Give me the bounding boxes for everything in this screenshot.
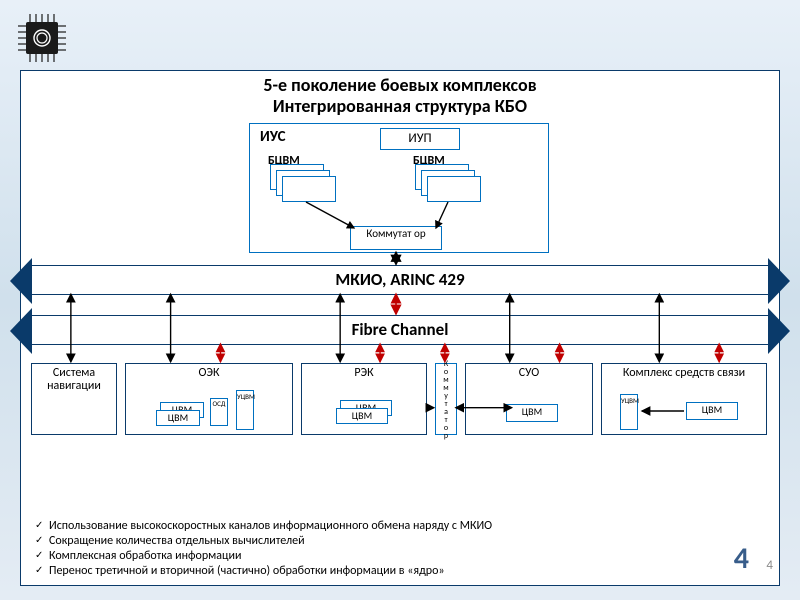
page-number-small: 4 — [766, 558, 773, 573]
iup-box: ИУП — [380, 128, 460, 150]
module-rek: РЭК ЦВМ ЦВМ — [301, 363, 427, 435]
bullet-item: Использование высокоскоростных каналов и… — [35, 519, 699, 534]
module-nav: Система навигации — [31, 363, 117, 435]
bus-fibre: Fibre Channel — [31, 315, 769, 345]
ius-label: ИУС — [260, 128, 286, 146]
bcvm-stack-1: БЦВМ — [270, 164, 336, 202]
module-oek: ОЭК ЦВМ ЦВМ ОСД УЦВМ — [125, 363, 293, 435]
bcvm-stack-2: БЦВМ — [415, 164, 481, 202]
commutator-vertical: Коммутатор — [435, 363, 457, 435]
ius-block: ИУС ИУП БЦВМ БЦВМ Коммутат ор — [249, 123, 549, 253]
bullet-list: Использование высокоскоростных каналов и… — [35, 519, 699, 579]
title-line1: 5-е поколение боевых комплексов — [21, 75, 779, 96]
module-kss: Комплекс средств связи УЦВМ ЦВМ — [601, 363, 767, 435]
ucvm-box: УЦВМ — [620, 394, 638, 430]
cvm-box: ЦВМ — [686, 402, 738, 420]
cvm-box: ЦВМ — [156, 410, 200, 426]
cvm-box: ЦВМ — [336, 408, 388, 424]
osd-box: ОСД — [210, 398, 228, 426]
ucvm-box: УЦВМ — [236, 390, 254, 430]
bullet-item: Комплексная обработка информации — [35, 549, 699, 564]
bullet-item: Перенос третичной и вторичной (частично)… — [35, 564, 699, 579]
bullet-item: Сокращение количества отдельных вычислит… — [35, 534, 699, 549]
title-line2: Интегрированная структура КБО — [21, 96, 779, 117]
module-suo: СУО ЦВМ — [465, 363, 593, 435]
diagram-frame: 5-е поколение боевых комплексов Интегрир… — [20, 70, 780, 586]
page-number-large: 4 — [734, 540, 749, 577]
title: 5-е поколение боевых комплексов Интегрир… — [21, 75, 779, 116]
chip-logo-icon — [12, 8, 72, 68]
bus-mkio: МКИО, ARINC 429 — [31, 265, 769, 295]
commutator-box: Коммутат ор — [350, 226, 442, 250]
cvm-box: ЦВМ — [506, 404, 558, 422]
